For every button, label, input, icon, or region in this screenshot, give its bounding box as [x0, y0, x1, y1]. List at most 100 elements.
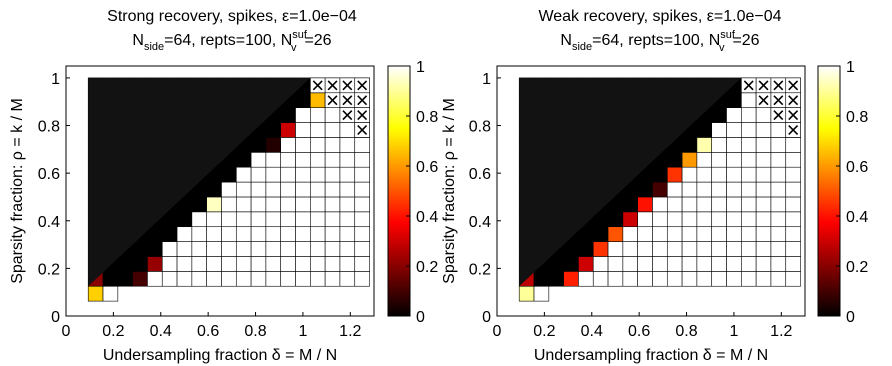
heatmap-cell: [652, 181, 668, 198]
heatmap-cell: [295, 271, 311, 287]
heatmap-cell: [250, 196, 267, 213]
heatmap-cell: [250, 211, 267, 228]
heatmap-cell: [221, 241, 237, 257]
cross-marker: [324, 92, 341, 108]
y-tick-label: 0.4: [469, 214, 491, 231]
heatmap-cell: [250, 241, 267, 257]
heatmap-cell: [726, 196, 742, 213]
heatmap-cell: [741, 241, 757, 257]
heatmap-cell: [354, 226, 370, 242]
heatmap-cell: [681, 241, 698, 257]
heatmap-cell: [755, 181, 772, 198]
heatmap-cell: [221, 166, 237, 183]
heatmap-cell: [280, 196, 296, 213]
heatmap-cell: [235, 211, 252, 228]
heatmap-cell: [696, 152, 713, 168]
heatmap-cell: [785, 152, 801, 168]
heatmap-cell: [235, 152, 252, 168]
heatmap-cell: [652, 241, 668, 257]
heatmap-cell: [711, 271, 727, 287]
heatmap-cell: [770, 181, 787, 198]
heatmap-cell: [280, 181, 296, 198]
heatmap-cell: [681, 226, 698, 242]
heatmap-cell: [785, 166, 801, 183]
heatmap-cell: [310, 152, 326, 168]
heatmap-cell: [250, 226, 267, 242]
heatmap-cell: [280, 226, 296, 242]
heatmap-cell: [102, 285, 119, 302]
heatmap-cell: [147, 226, 163, 242]
heatmap-cell: [681, 166, 698, 183]
heatmap-cell: [726, 122, 742, 138]
heatmap-cell: [354, 166, 370, 183]
chart-title-line2: Nside=64, repts=100, Nsuf v =26: [132, 29, 331, 54]
heatmap-cell: [666, 166, 683, 183]
heatmap-cell: [310, 181, 326, 198]
colorbar-tick-label: 1: [846, 59, 855, 76]
heatmap-cell: [265, 241, 282, 257]
panel-weak-recovery: Weak recovery, spikes, ε=1.0e−04 Nside=6…: [441, 8, 868, 364]
heatmap-cell: [652, 196, 668, 213]
heatmap-cell: [652, 211, 668, 228]
cross-marker: [785, 92, 801, 108]
heatmap-cell: [206, 211, 222, 228]
heatmap-cell: [607, 226, 624, 242]
heatmap-cell: [637, 226, 653, 242]
heatmap-cell: [681, 137, 698, 153]
heatmap-cell: [310, 271, 326, 287]
heatmap-cell: [147, 271, 163, 287]
heatmap-cell: [310, 137, 326, 153]
heatmap-cell: [206, 196, 222, 213]
heatmap-cell: [711, 166, 727, 183]
heatmap-cell: [235, 226, 252, 242]
colorbar-tick-label: 0.2: [416, 259, 438, 276]
heatmap-cell: [295, 241, 311, 257]
heatmap-cell: [221, 256, 237, 272]
heatmap-cell: [339, 196, 356, 213]
y-tick-label: 0: [51, 309, 60, 326]
heatmap-cell: [711, 226, 727, 242]
heatmap-cell: [354, 241, 370, 257]
heatmap-cell: [265, 122, 282, 138]
heatmap-cell: [563, 271, 579, 287]
heatmap-cell: [770, 211, 787, 228]
heatmap-cell: [117, 256, 133, 272]
heatmap-cell: [711, 181, 727, 198]
heatmap-cell: [354, 181, 370, 198]
heatmap-cell: [310, 241, 326, 257]
heatmap-cell: [548, 271, 564, 287]
heatmap-cell: [324, 226, 341, 242]
heatmap-cell: [324, 137, 341, 153]
heatmap-cell: [250, 181, 267, 198]
heatmap-cell: [726, 256, 742, 272]
heatmap-cell: [637, 181, 653, 198]
heatmap-cell: [161, 241, 178, 257]
heatmap-cell: [250, 137, 267, 153]
panel-strong-recovery: Strong recovery, spikes, ε=1.0e−04 Nside…: [9, 8, 438, 364]
heatmap-cell: [518, 285, 535, 302]
x-tick-label: 0.2: [533, 323, 555, 340]
heatmap-cell: [652, 166, 668, 183]
heatmap-cell: [726, 181, 742, 198]
heatmap-cell: [578, 256, 594, 272]
heatmap-cell: [726, 271, 742, 287]
heatmap-cell: [755, 241, 772, 257]
heatmap-cell: [607, 241, 624, 257]
colorbar-tick-label: 0.6: [416, 159, 438, 176]
heatmap-cell: [681, 271, 698, 287]
heatmap-cell: [295, 196, 311, 213]
cross-marker: [354, 77, 370, 94]
heatmap-cell: [132, 271, 148, 287]
heatmap-cell: [191, 241, 207, 257]
cross-marker: [339, 77, 356, 94]
heatmap-cell: [265, 152, 282, 168]
heatmap-cell: [681, 181, 698, 198]
heatmap-cell: [310, 256, 326, 272]
heatmap-cell: [726, 137, 742, 153]
heatmap-cell: [637, 271, 653, 287]
heatmap-cell: [785, 196, 801, 213]
heatmap-cell: [310, 122, 326, 138]
heatmap-cell: [770, 122, 787, 138]
heatmap-cell: [741, 122, 757, 138]
heatmap-cell: [354, 152, 370, 168]
